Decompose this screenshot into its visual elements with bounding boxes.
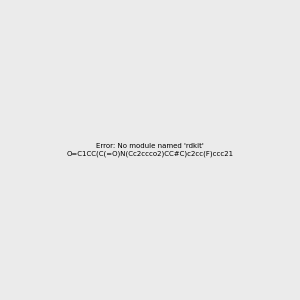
Text: Error: No module named 'rdkit'
O=C1CC(C(=O)N(Cc2ccco2)CC#C)c2cc(F)ccc21: Error: No module named 'rdkit' O=C1CC(C(… (66, 143, 234, 157)
